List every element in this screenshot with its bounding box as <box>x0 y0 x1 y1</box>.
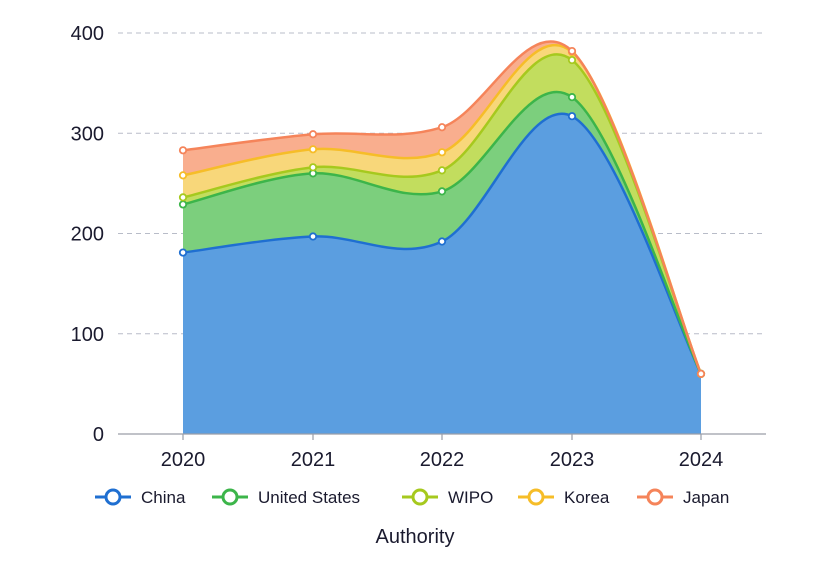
legend-item-korea: Korea <box>518 488 610 507</box>
data-point <box>439 238 445 244</box>
legend-label: Japan <box>683 488 729 507</box>
data-point <box>569 57 575 63</box>
data-point <box>569 94 575 100</box>
x-tick-label: 2022 <box>420 449 465 471</box>
y-tick-label: 400 <box>71 23 104 45</box>
legend-marker <box>648 490 662 504</box>
data-point <box>180 201 186 207</box>
data-point <box>439 149 445 155</box>
data-point <box>180 172 186 178</box>
data-point <box>310 164 316 170</box>
y-tick-label: 0 <box>93 424 104 446</box>
y-tick-label: 200 <box>71 224 104 246</box>
data-point <box>569 113 575 119</box>
legend-marker <box>413 490 427 504</box>
legend: China United States WIPO Korea Japan <box>95 488 729 507</box>
data-point <box>310 233 316 239</box>
legend-item-united-states: United States <box>212 488 360 507</box>
y-tick-label: 100 <box>71 324 104 346</box>
data-point <box>439 188 445 194</box>
x-tick-label: 2020 <box>161 449 206 471</box>
legend-label: China <box>141 488 186 507</box>
x-tick-label: 2024 <box>679 449 724 471</box>
legend-item-china: China <box>95 488 186 507</box>
legend-label: WIPO <box>448 488 493 507</box>
data-point <box>439 124 445 130</box>
data-point <box>698 371 704 377</box>
data-point <box>310 131 316 137</box>
legend-marker <box>223 490 237 504</box>
legend-label: United States <box>258 488 360 507</box>
data-point <box>310 146 316 152</box>
x-tick-label: 2023 <box>550 449 595 471</box>
legend-marker <box>106 490 120 504</box>
data-point <box>180 147 186 153</box>
legend-item-japan: Japan <box>637 488 729 507</box>
data-point <box>180 249 186 255</box>
legend-item-wipo: WIPO <box>402 488 493 507</box>
data-point <box>180 194 186 200</box>
x-tick-label: 2021 <box>291 449 336 471</box>
data-point <box>569 48 575 54</box>
legend-label: Korea <box>564 488 610 507</box>
legend-marker <box>529 490 543 504</box>
data-point <box>439 167 445 173</box>
x-axis-label: Authority <box>376 526 455 548</box>
stacked-area-chart: 0 100 200 300 400 2020 2021 2022 2023 2024 China U… <box>0 0 832 566</box>
y-tick-label: 300 <box>71 123 104 145</box>
